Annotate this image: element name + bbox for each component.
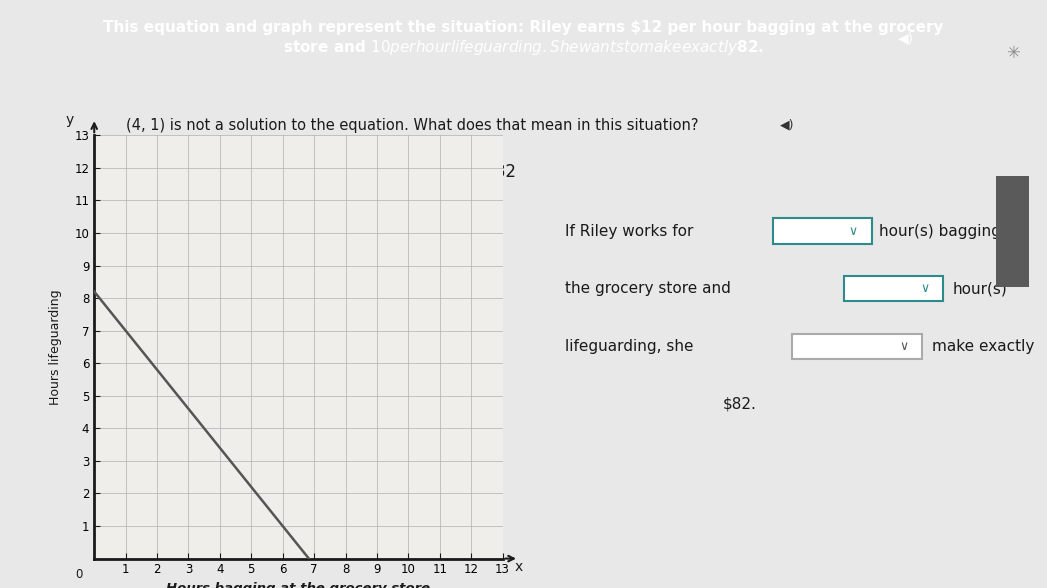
Text: ∨: ∨ (849, 225, 857, 238)
FancyBboxPatch shape (997, 176, 1029, 286)
Text: the grocery store and: the grocery store and (565, 282, 731, 296)
Text: ◀): ◀) (780, 118, 795, 131)
Y-axis label: Hours lifeguarding: Hours lifeguarding (48, 289, 62, 405)
Text: hour(s) bagging at: hour(s) bagging at (879, 223, 1022, 239)
FancyBboxPatch shape (792, 334, 922, 359)
FancyBboxPatch shape (773, 219, 872, 243)
Text: (4, 1) is not a solution to the equation. What does that mean in this situation?: (4, 1) is not a solution to the equation… (126, 118, 698, 133)
Text: $82.: $82. (722, 397, 756, 412)
Text: This equation and graph represent the situation: Riley earns $12 per hour baggin: This equation and graph represent the si… (104, 20, 943, 57)
Text: hour(s): hour(s) (953, 282, 1007, 296)
Text: 0: 0 (74, 569, 83, 582)
Text: y: y (66, 113, 74, 127)
Text: lifeguarding, she: lifeguarding, she (565, 339, 694, 354)
Text: ∨: ∨ (920, 282, 929, 295)
FancyBboxPatch shape (844, 276, 943, 302)
Text: make exactly: make exactly (932, 339, 1034, 354)
Text: ◀): ◀) (897, 31, 914, 45)
Text: ∨: ∨ (899, 340, 908, 353)
Text: x: x (515, 560, 524, 574)
Text: If Riley works for: If Riley works for (565, 223, 694, 239)
Text: 12x + 10y = 82: 12x + 10y = 82 (384, 163, 516, 181)
Text: ✳: ✳ (1006, 44, 1020, 62)
X-axis label: Hours bagging at the grocery store: Hours bagging at the grocery store (166, 582, 430, 588)
